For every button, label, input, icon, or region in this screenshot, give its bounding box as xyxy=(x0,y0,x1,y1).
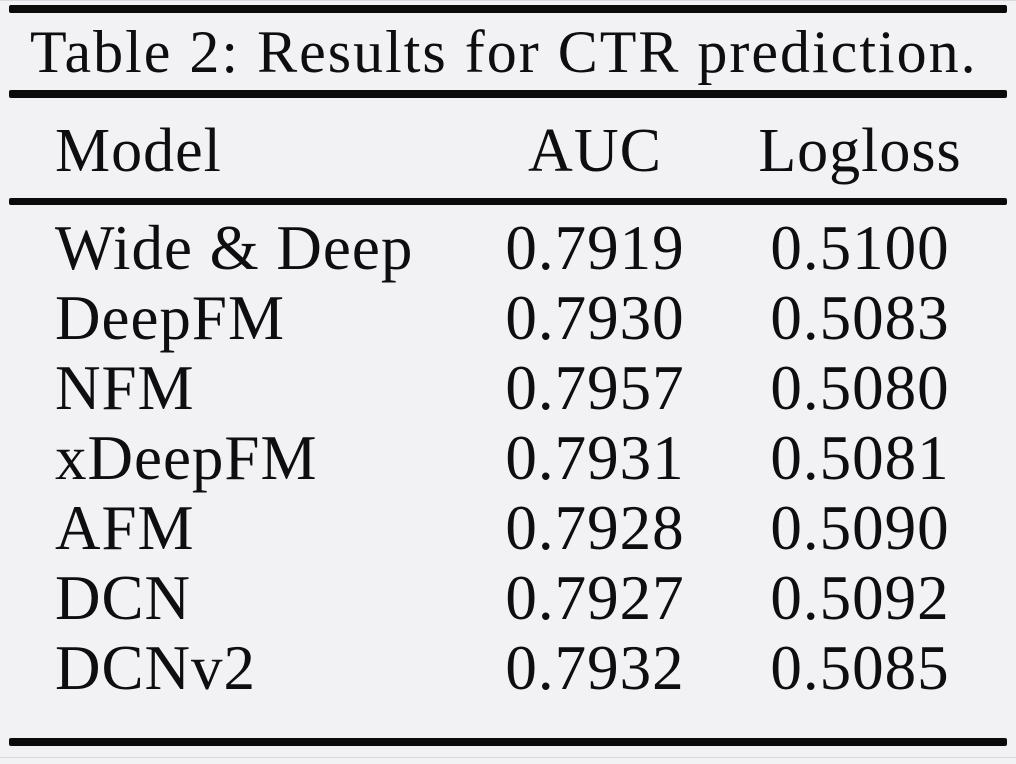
table-row: DeepFM 0.7930 0.5083 xyxy=(0,283,1016,353)
table-row: DCN 0.7927 0.5092 xyxy=(0,563,1016,633)
auc-value-cell: 0.7919 xyxy=(505,213,685,283)
table-header-row: Model AUC Logloss xyxy=(0,105,1016,198)
model-name-cell: Wide & Deep xyxy=(55,213,414,283)
column-header-logloss: Logloss xyxy=(758,117,962,185)
logloss-value-cell: 0.5080 xyxy=(770,353,950,423)
table-caption: Table 2: Results for CTR prediction. xyxy=(30,19,978,85)
table-top-rule xyxy=(9,5,1007,13)
table-bottom-rule xyxy=(9,738,1007,746)
caption-separator-rule xyxy=(9,90,1007,98)
auc-value-cell: 0.7932 xyxy=(505,633,685,703)
table-row: xDeepFM 0.7931 0.5081 xyxy=(0,423,1016,493)
auc-value-cell: 0.7930 xyxy=(505,283,685,353)
logloss-value-cell: 0.5092 xyxy=(770,563,950,633)
table-row: AFM 0.7928 0.5090 xyxy=(0,493,1016,563)
auc-value-cell: 0.7927 xyxy=(505,563,685,633)
table-body: Wide & Deep 0.7919 0.5100 DeepFM 0.7930 … xyxy=(0,213,1016,703)
model-name-cell: DCNv2 xyxy=(55,633,257,703)
model-name-cell: DCN xyxy=(55,563,192,633)
column-header-auc: AUC xyxy=(528,117,662,185)
model-name-cell: NFM xyxy=(55,353,195,423)
logloss-value-cell: 0.5090 xyxy=(770,493,950,563)
model-name-cell: AFM xyxy=(55,493,195,563)
logloss-value-cell: 0.5081 xyxy=(770,423,950,493)
table-row: NFM 0.7957 0.5080 xyxy=(0,353,1016,423)
header-separator-rule xyxy=(9,198,1007,205)
column-header-model: Model xyxy=(55,117,222,185)
screenshot-bottom-edge xyxy=(0,757,1016,758)
auc-value-cell: 0.7957 xyxy=(505,353,685,423)
model-name-cell: DeepFM xyxy=(55,283,285,353)
logloss-value-cell: 0.5083 xyxy=(770,283,950,353)
table-row: DCNv2 0.7932 0.5085 xyxy=(0,633,1016,703)
auc-value-cell: 0.7928 xyxy=(505,493,685,563)
auc-value-cell: 0.7931 xyxy=(505,423,685,493)
logloss-value-cell: 0.5085 xyxy=(770,633,950,703)
model-name-cell: xDeepFM xyxy=(55,423,318,493)
table-row: Wide & Deep 0.7919 0.5100 xyxy=(0,213,1016,283)
logloss-value-cell: 0.5100 xyxy=(770,213,950,283)
